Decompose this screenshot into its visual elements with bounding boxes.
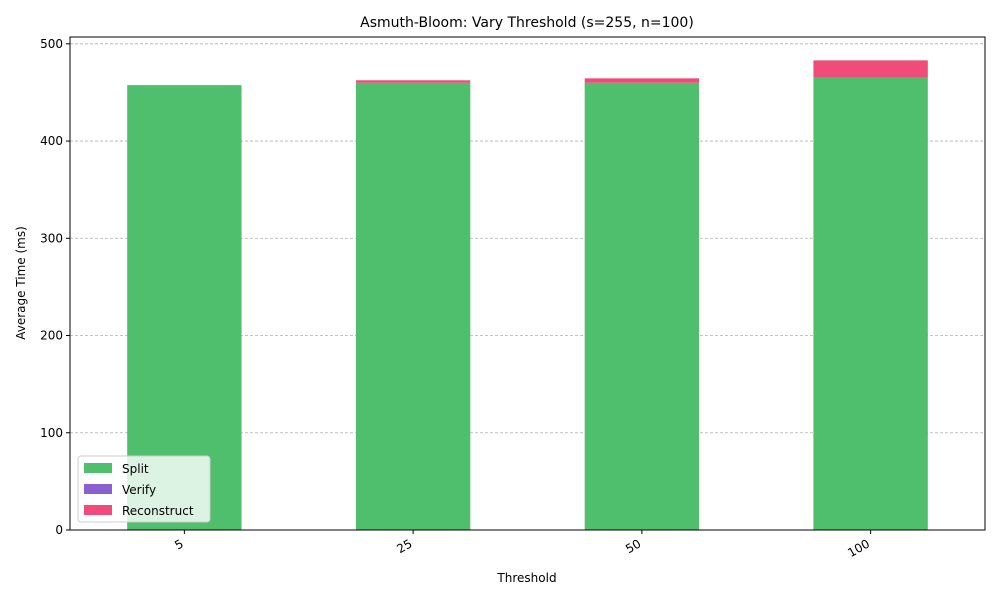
bar-reconstruct-100	[813, 60, 928, 78]
y-tick-label: 200	[40, 329, 63, 343]
x-tick-label: 100	[845, 536, 872, 560]
legend-label-split: Split	[122, 462, 149, 476]
y-tick-label: 0	[55, 523, 63, 537]
bar-split-25	[355, 82, 471, 530]
legend-swatch-split	[84, 463, 112, 473]
legend-label-reconstruct: Reconstruct	[122, 504, 194, 518]
y-axis-title: Average Time (ms)	[14, 226, 28, 340]
x-tick-label: 25	[394, 536, 414, 556]
axes	[69, 36, 986, 531]
y-tick-label: 100	[40, 426, 63, 440]
y-tick-label: 300	[40, 231, 63, 245]
chart-title: Asmuth-Bloom: Vary Threshold (s=255, n=1…	[360, 15, 694, 31]
x-axis-ticks: 5 25 50 100	[172, 530, 872, 560]
legend: Split Verify Reconstruct	[77, 455, 211, 523]
x-axis-title: Threshold	[496, 571, 556, 585]
y-tick-label: 500	[40, 37, 63, 51]
bar-split-100	[813, 77, 928, 530]
legend-label-verify: Verify	[122, 483, 156, 497]
y-axis-ticks: 0 100 200 300 400 500	[40, 37, 70, 537]
plot-frame	[69, 36, 986, 531]
bar-split-50	[584, 82, 700, 530]
x-tick-label: 5	[172, 536, 186, 552]
bar-reconstruct-50	[584, 78, 700, 83]
bars	[127, 60, 928, 531]
x-tick-label: 50	[623, 536, 643, 556]
bar-reconstruct-25	[355, 80, 471, 83]
legend-swatch-verify	[84, 484, 112, 494]
legend-swatch-reconstruct	[84, 505, 112, 515]
y-tick-label: 400	[40, 134, 63, 148]
